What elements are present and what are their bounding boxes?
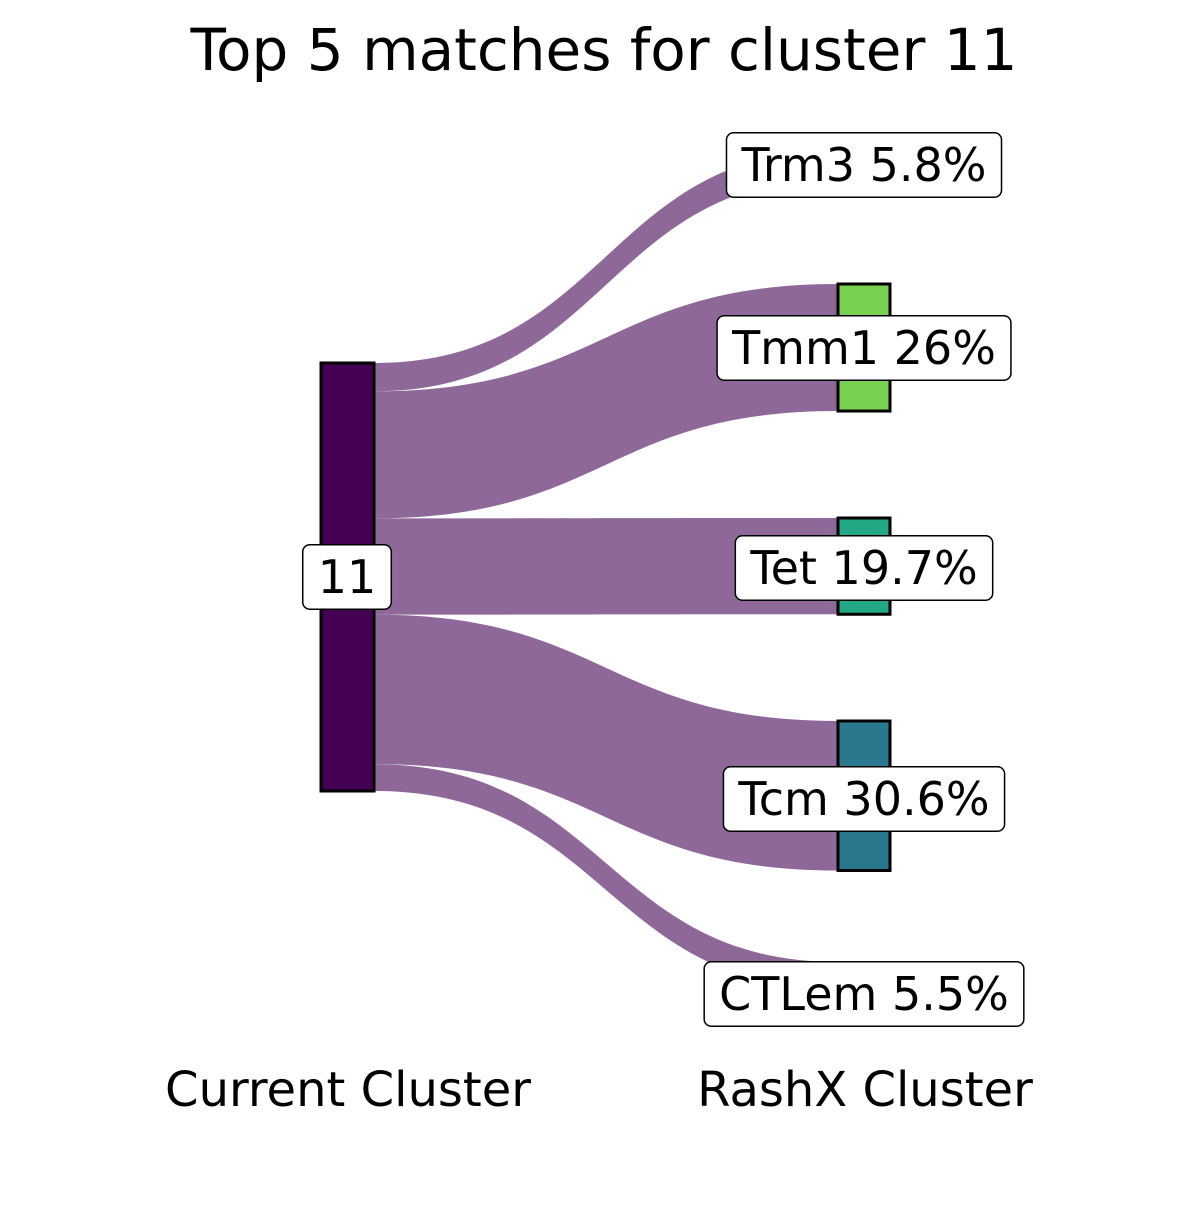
flow-trm3 (374, 150, 838, 392)
target-label-tcm-box (722, 766, 1006, 832)
target-label-tmm1-text: Tmm1 26% (731, 321, 996, 375)
source-label-11: 11 (301, 544, 393, 610)
label-layer: 11 Trm3 5.8% Tmm1 26% Tet 19.7% Tcm 30.6% CTL… (301, 132, 1025, 1027)
right-axis-label: RashX Cluster (697, 1062, 1033, 1118)
target-label-tmm1: Tmm1 26% (716, 315, 1012, 381)
target-label-tcm-text: Tcm 30.6% (737, 772, 989, 826)
target-label-tet-text: Tet 19.7% (749, 541, 977, 595)
target-label-tet-box (734, 535, 994, 601)
target-label-trm3: Trm3 5.8% (725, 132, 1003, 198)
flow-ctlem (374, 764, 838, 989)
flow-tcm (374, 614, 838, 871)
left-axis-label: Current Cluster (165, 1062, 531, 1118)
target-label-ctlem-text: CTLem 5.5% (719, 967, 1009, 1021)
flow-tet (374, 518, 838, 615)
target-label-tcm: Tcm 30.6% (722, 766, 1006, 832)
target-label-tmm1-box (716, 315, 1012, 381)
target-label-trm3-box (725, 132, 1003, 198)
target-label-ctlem: CTLem 5.5% (703, 961, 1025, 1027)
target-label-tet: Tet 19.7% (734, 535, 994, 601)
source-label-11-box (301, 544, 393, 610)
chart-title: Top 5 matches for cluster 11 (189, 16, 1017, 84)
target-label-trm3-text: Trm3 5.8% (740, 138, 986, 192)
source-label-11-text: 11 (318, 550, 377, 604)
target-label-ctlem-box (703, 961, 1025, 1027)
